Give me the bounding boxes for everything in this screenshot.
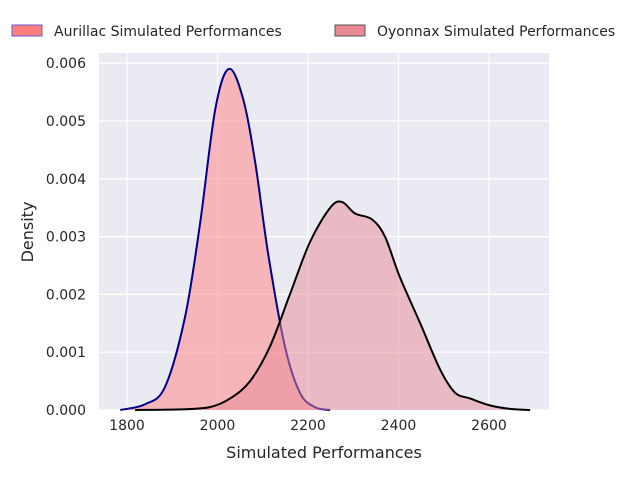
- y-tick-label: 0.003: [46, 230, 86, 246]
- y-tick-label: 0.006: [46, 56, 86, 72]
- y-tick-label: 0.001: [46, 345, 86, 361]
- legend-swatch-aurillac: [11, 24, 43, 37]
- x-tick-label: 2600: [471, 418, 507, 434]
- x-tick-labels: 1800 2000 2200 2400 2600: [109, 418, 507, 434]
- x-tick-label: 2000: [200, 418, 236, 434]
- x-axis-label: Simulated Performances: [226, 443, 422, 462]
- legend-label-aurillac: Aurillac Simulated Performances: [54, 24, 282, 40]
- y-tick-label: 0.005: [46, 114, 86, 130]
- density-fill-oyonnax: [135, 201, 531, 410]
- density-line-oyonnax: [135, 200, 531, 411]
- legend-swatch-oyonnax: [334, 24, 366, 37]
- y-tick-label: 0.004: [46, 172, 86, 188]
- y-tick-labels: 0.000 0.001 0.002 0.003 0.004 0.005 0.006: [46, 56, 86, 419]
- legend: Aurillac Simulated Performances Oyonnax …: [11, 24, 615, 40]
- x-tick-label: 2400: [381, 418, 417, 434]
- x-tick-label: 1800: [109, 418, 145, 434]
- legend-label-oyonnax: Oyonnax Simulated Performances: [377, 24, 615, 40]
- x-tick-label: 2200: [290, 418, 326, 434]
- y-axis-label: Density: [18, 202, 37, 263]
- y-tick-label: 0.002: [46, 287, 86, 303]
- density-areas: [119, 67, 531, 411]
- y-tick-label: 0.000: [46, 403, 86, 419]
